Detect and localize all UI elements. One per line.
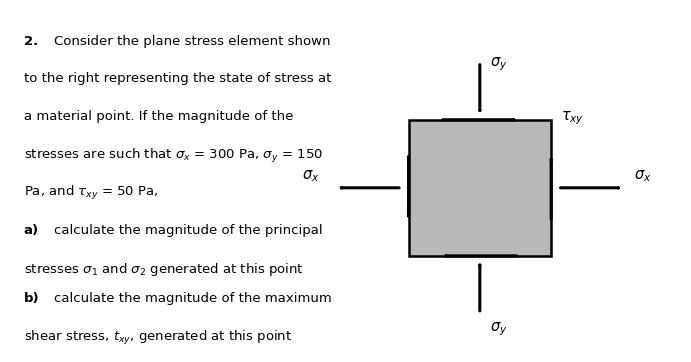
Text: Consider the plane stress element shown: Consider the plane stress element shown [54, 35, 330, 48]
Text: Pa, and $\tau_{xy}$ = 50 Pa,: Pa, and $\tau_{xy}$ = 50 Pa, [23, 184, 158, 202]
Text: $\sigma_x$: $\sigma_x$ [301, 169, 319, 184]
Text: a): a) [23, 223, 39, 236]
Text: to the right representing the state of stress at: to the right representing the state of s… [23, 72, 331, 85]
Text: shear stress, $t_{xy}$, generated at this point: shear stress, $t_{xy}$, generated at thi… [23, 329, 292, 347]
Text: $\sigma_y$: $\sigma_y$ [490, 320, 507, 338]
Text: a material point. If the magnitude of the: a material point. If the magnitude of th… [23, 110, 293, 123]
Text: calculate the magnitude of the principal: calculate the magnitude of the principal [54, 223, 322, 236]
Text: $\sigma_y$: $\sigma_y$ [490, 55, 507, 73]
Bar [408, 120, 551, 256]
Text: stresses $\sigma_1$ and $\sigma_2$ generated at this point: stresses $\sigma_1$ and $\sigma_2$ gener… [23, 261, 303, 278]
Text: b): b) [23, 292, 39, 304]
Text: $\sigma_x$: $\sigma_x$ [634, 169, 652, 184]
Text: 2.: 2. [23, 35, 38, 48]
Text: $\tau_{xy}$: $\tau_{xy}$ [561, 109, 584, 127]
Text: calculate the magnitude of the maximum: calculate the magnitude of the maximum [54, 292, 332, 304]
Text: stresses are such that $\sigma_x$ = 300 Pa, $\sigma_y$ = 150: stresses are such that $\sigma_x$ = 300 … [23, 147, 323, 165]
